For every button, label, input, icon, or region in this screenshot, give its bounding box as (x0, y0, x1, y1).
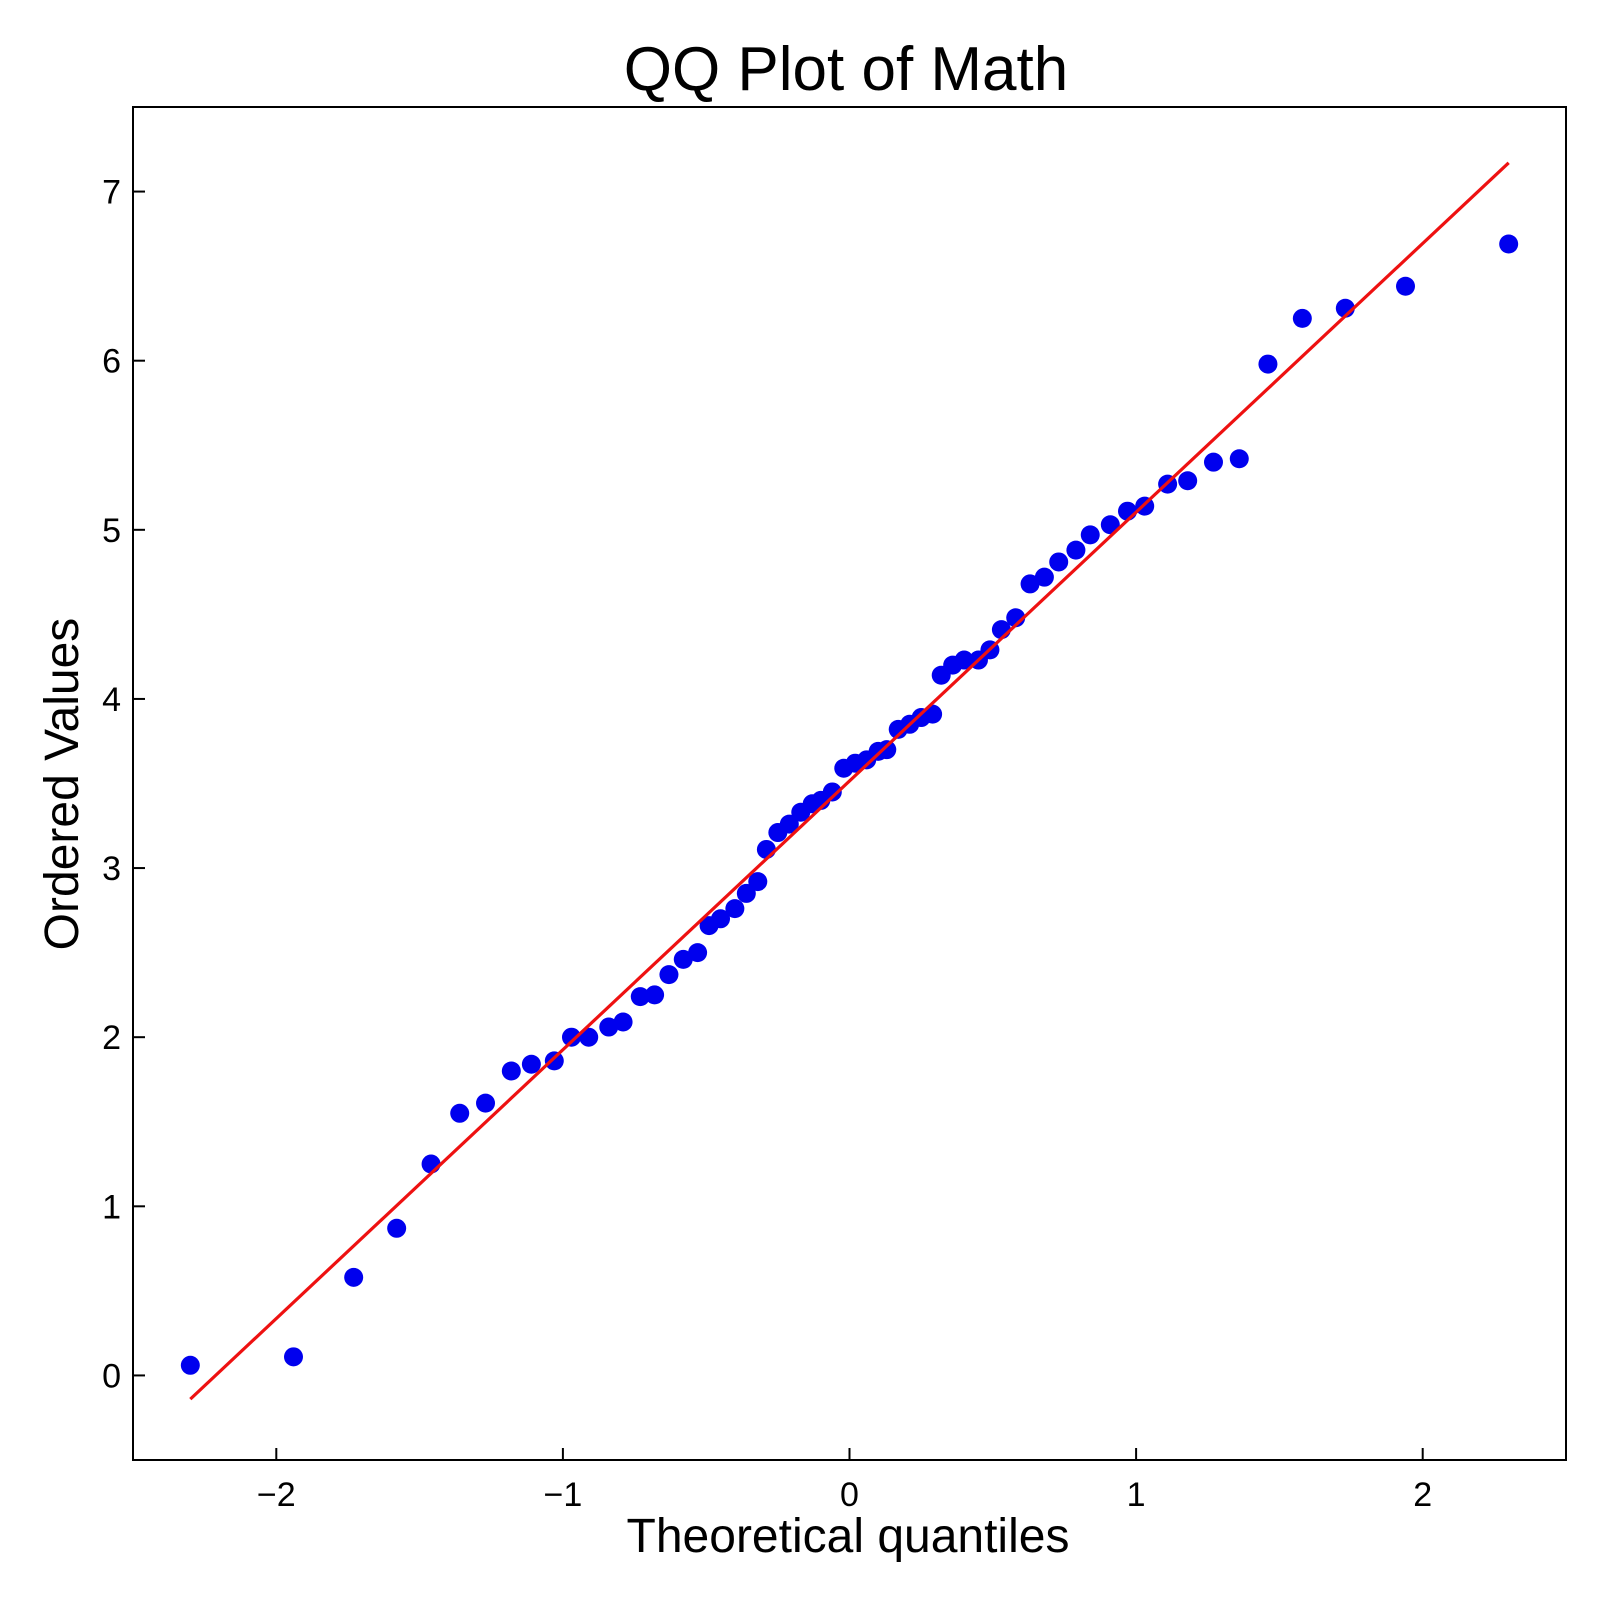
x-tick-label: 1 (1127, 1476, 1146, 1514)
y-tick-label: 4 (102, 681, 121, 719)
data-point (1118, 501, 1138, 521)
y-tick-label: 2 (102, 1019, 121, 1057)
data-point (1203, 452, 1223, 472)
y-tick-label: 0 (102, 1357, 121, 1395)
data-point (1499, 234, 1519, 254)
x-tick-label: 0 (840, 1476, 859, 1514)
x-tick-label: −2 (257, 1476, 296, 1514)
x-axis-title: Theoretical quantiles (627, 1510, 1070, 1563)
data-point (613, 1012, 633, 1032)
data-point (822, 782, 842, 802)
y-tick-label: 5 (102, 512, 121, 550)
data-point (954, 650, 974, 670)
data-point (180, 1355, 200, 1375)
data-point (711, 909, 731, 929)
data-point (283, 1347, 303, 1367)
data-point (1066, 540, 1086, 560)
data-point (1229, 449, 1249, 469)
y-tick-label: 6 (102, 343, 121, 381)
fit-line (189, 161, 1510, 1401)
data-point (561, 1027, 581, 1047)
data-point (748, 872, 768, 892)
data-point (599, 1017, 619, 1037)
data-point (1080, 525, 1100, 545)
data-point (544, 1051, 564, 1071)
y-tick-label: 1 (102, 1188, 121, 1226)
data-point (779, 814, 799, 834)
data-point (725, 899, 745, 919)
chart-title: QQ Plot of Math (624, 35, 1069, 104)
x-tick-label: −1 (544, 1476, 583, 1514)
data-point (1034, 567, 1054, 587)
x-tick-label: 2 (1413, 1476, 1432, 1514)
data-point (501, 1061, 521, 1081)
data-point (756, 839, 776, 859)
data-point (1100, 515, 1120, 535)
data-point (645, 985, 665, 1005)
data-point (387, 1218, 407, 1238)
data-point (344, 1267, 364, 1287)
data-point (659, 965, 679, 985)
data-point (1178, 471, 1198, 491)
data-point (1258, 354, 1278, 374)
data-point (877, 740, 897, 760)
data-point (476, 1093, 496, 1113)
data-point (421, 1154, 441, 1174)
data-point (521, 1054, 541, 1074)
data-point (630, 987, 650, 1007)
data-point (450, 1103, 470, 1123)
data-point (688, 943, 708, 963)
data-point (579, 1027, 599, 1047)
y-tick-label: 7 (102, 174, 121, 212)
data-point (1049, 552, 1069, 572)
y-axis-title: Ordered Values (36, 618, 89, 951)
data-point (673, 949, 693, 969)
data-point (1292, 308, 1312, 328)
data-point (1020, 574, 1040, 594)
plot-frame (132, 106, 1567, 1461)
data-point (1396, 276, 1416, 296)
plot-area: −2 −1 0 1 2 0 1 2 3 4 5 6 7 (102, 106, 1567, 1514)
y-tick-label: 3 (102, 850, 121, 888)
data-point (736, 883, 756, 903)
